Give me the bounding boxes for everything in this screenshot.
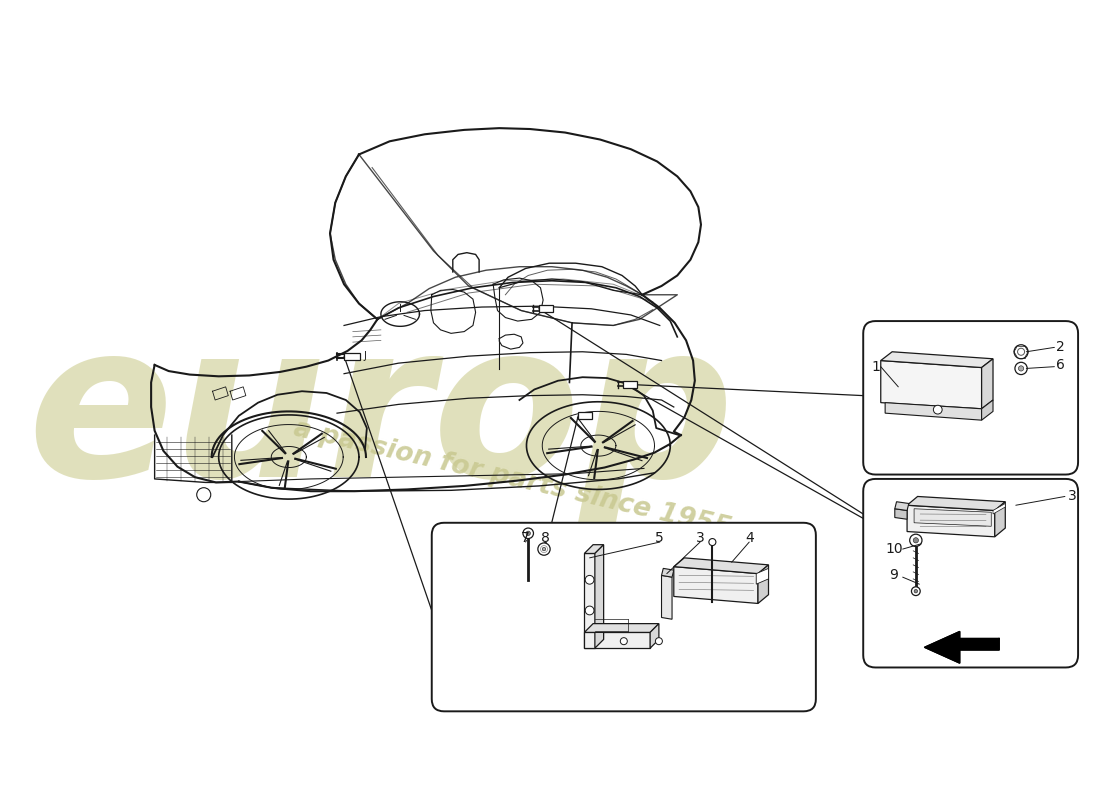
Text: 3: 3 <box>1068 490 1076 503</box>
Polygon shape <box>584 554 595 648</box>
Polygon shape <box>908 497 1005 510</box>
Polygon shape <box>994 502 1005 537</box>
Text: J: J <box>363 351 366 361</box>
Text: 4: 4 <box>745 530 754 545</box>
Polygon shape <box>661 575 672 619</box>
Text: a passion for parts since 1955: a passion for parts since 1955 <box>292 416 734 542</box>
Polygon shape <box>925 631 999 663</box>
Circle shape <box>585 606 594 615</box>
Polygon shape <box>344 353 360 360</box>
Polygon shape <box>584 545 604 554</box>
Circle shape <box>934 406 942 414</box>
Circle shape <box>1015 362 1027 374</box>
Text: 6: 6 <box>1056 358 1065 372</box>
Polygon shape <box>539 306 553 312</box>
Polygon shape <box>623 381 637 388</box>
Polygon shape <box>894 509 908 519</box>
Circle shape <box>540 546 548 553</box>
Circle shape <box>542 547 546 551</box>
Polygon shape <box>881 361 981 409</box>
Polygon shape <box>886 402 981 420</box>
Polygon shape <box>650 624 659 648</box>
Polygon shape <box>584 624 659 632</box>
Polygon shape <box>595 545 604 648</box>
Circle shape <box>912 586 921 595</box>
Polygon shape <box>981 400 993 420</box>
Polygon shape <box>674 566 758 603</box>
Circle shape <box>708 538 716 546</box>
Text: 1: 1 <box>871 360 880 374</box>
Polygon shape <box>756 568 769 584</box>
Circle shape <box>585 575 594 584</box>
Text: 5: 5 <box>656 530 664 545</box>
Text: 8: 8 <box>541 530 550 545</box>
Polygon shape <box>584 632 650 648</box>
Polygon shape <box>758 565 769 603</box>
Circle shape <box>910 534 922 546</box>
Text: 10: 10 <box>886 542 903 556</box>
Text: 7: 7 <box>521 530 530 545</box>
Polygon shape <box>674 558 769 574</box>
Polygon shape <box>881 352 993 367</box>
Circle shape <box>522 528 534 538</box>
Circle shape <box>914 590 917 593</box>
Polygon shape <box>908 506 994 537</box>
Circle shape <box>1018 348 1024 355</box>
FancyBboxPatch shape <box>864 479 1078 667</box>
Circle shape <box>913 538 918 543</box>
Circle shape <box>1019 366 1024 371</box>
Circle shape <box>538 543 550 555</box>
Text: 2: 2 <box>1056 340 1065 354</box>
Polygon shape <box>914 509 991 526</box>
Polygon shape <box>661 568 674 577</box>
FancyBboxPatch shape <box>864 321 1078 474</box>
Circle shape <box>620 638 627 645</box>
Polygon shape <box>981 358 993 409</box>
Circle shape <box>656 638 662 645</box>
Circle shape <box>197 488 211 502</box>
Circle shape <box>526 531 530 535</box>
Circle shape <box>1014 345 1028 358</box>
Polygon shape <box>894 502 909 510</box>
Text: 9: 9 <box>890 568 899 582</box>
Text: 3: 3 <box>695 530 704 545</box>
Text: europ: europ <box>28 313 735 522</box>
Polygon shape <box>579 412 592 419</box>
FancyBboxPatch shape <box>432 522 816 711</box>
Polygon shape <box>993 503 1005 514</box>
